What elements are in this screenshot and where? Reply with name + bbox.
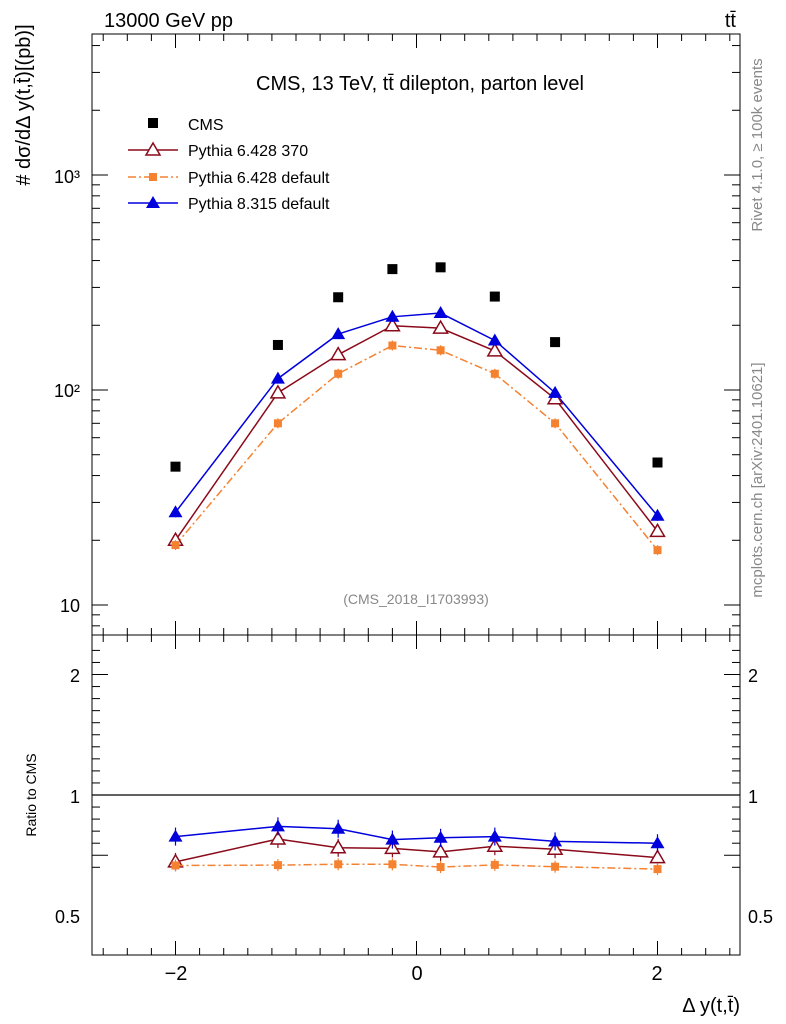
xtick-label-2: 2 [651,963,662,985]
data-point-3-5 [487,333,502,346]
ratio-point-3-4 [433,830,448,843]
data-point-2-2 [334,369,343,378]
ratio-point-1-7 [649,849,666,864]
xtick-label-minus2: −2 [165,963,188,985]
ratio-ytick-label-right-2: 2 [748,666,758,686]
xlabel: Δ y(t,t̄) [682,995,740,1017]
data-point-0-4 [435,262,446,273]
data-point-0-3 [387,264,398,275]
ratio-point-3-6 [548,834,563,847]
data-point-2-6 [551,419,560,428]
data-point-3-6 [548,385,563,398]
data-point-1-1 [269,384,287,399]
ratio-point-2-1 [273,861,282,870]
data-point-3-4 [433,306,448,319]
ratio-point-2-6 [551,862,560,871]
ytick-label-100: 10² [54,381,80,401]
ratio-point-2-0 [171,861,180,870]
ratio-point-2-3 [388,860,397,869]
data-point-1-5 [486,342,504,357]
data-point-3-1 [270,371,285,384]
ratio-point-2-4 [436,863,445,872]
analysis-watermark: (CMS_2018_I1703993) [343,591,489,607]
data-point-2-3 [388,341,397,350]
ratio-point-2-5 [490,860,499,869]
ratio-ytick-label-1: 1 [70,787,80,807]
data-point-2-0 [171,541,180,550]
data-point-2-5 [490,369,499,378]
data-point-0-5 [489,291,500,302]
data-point-3-7 [650,508,665,521]
chart-title: CMS, 13 TeV, tt̄ dilepton, parton level [256,73,584,95]
xtick-label-0: 0 [411,963,422,985]
data-point-0-2 [333,292,344,303]
energy-label: 13000 GeV pp [104,10,233,32]
data-point-1-7 [649,522,666,538]
process-label: tt̄ [725,10,737,32]
ratio-point-2-2 [334,860,343,869]
data-point-2-7 [653,546,662,555]
data-point-0-0 [170,461,181,472]
data-point-0-6 [550,337,561,348]
data-point-3-2 [331,327,346,340]
ratio-ytick-label-2: 2 [70,666,80,686]
legend-label-p8-default: Pythia 8.315 default [188,196,330,213]
ratio-line-3 [175,825,658,844]
data-point-3-0 [168,505,183,518]
ratio-point-1-2 [329,839,347,854]
ratio-point-3-2 [331,821,346,834]
ytick-label-1000: 10³ [54,167,80,187]
main-axis-ticks [92,34,740,635]
ratio-ytick-label-right-0.5: 0.5 [748,907,773,927]
legend-label-cms: CMS [188,117,224,134]
main-data-layer [167,262,666,556]
ratio-ylabel: Ratio to CMS [23,753,39,836]
series-line-1 [174,324,659,541]
legend-marker-cms [148,118,158,128]
data-point-2-1 [273,419,282,428]
data-point-2-4 [436,346,445,355]
ratio-point-3-0 [168,829,183,842]
legend-label-p6-370: Pythia 6.428 370 [188,143,308,160]
data-point-0-7 [652,457,663,468]
ratio-ytick-label-0.5: 0.5 [55,907,80,927]
ratio-line-2 [175,863,658,870]
series-line-3 [174,312,659,517]
data-point-0-1 [272,339,283,350]
ratio-ytick-label-right-1: 1 [748,787,758,807]
ytick-label-10: 10 [60,596,80,616]
data-point-3-3 [385,309,400,322]
legend-marker-p6-default [149,173,157,181]
source-label: mcplots.cern.ch [arXiv:2401.10621] [749,362,766,597]
ratio-point-3-5 [487,829,502,842]
ratio-line-1 [175,838,658,863]
legend-marker-p6-370 [144,141,162,156]
data-point-1-4 [432,319,449,334]
ratio-point-3-7 [650,836,665,849]
data-point-1-3 [384,317,401,332]
legend-marker-p8-default [146,196,160,208]
legend: CMS Pythia 6.428 370 Pythia 6.428 defaul… [128,117,330,213]
rivet-label: Rivet 4.1.0, ≥ 100k events [749,58,766,231]
main-ylabel: # dσ/dΔ y(t,t̄)[(pb)] [13,24,35,185]
series-line-2 [174,344,659,551]
data-point-1-2 [329,346,347,361]
ratio-point-1-1 [269,830,287,845]
ratio-point-3-3 [385,832,400,845]
ratio-point-2-7 [653,865,662,874]
ratio-data-layer [167,817,666,876]
ratio-point-3-1 [270,819,285,832]
legend-label-p6-default: Pythia 6.428 default [188,170,330,187]
ratio-point-1-4 [432,843,449,858]
